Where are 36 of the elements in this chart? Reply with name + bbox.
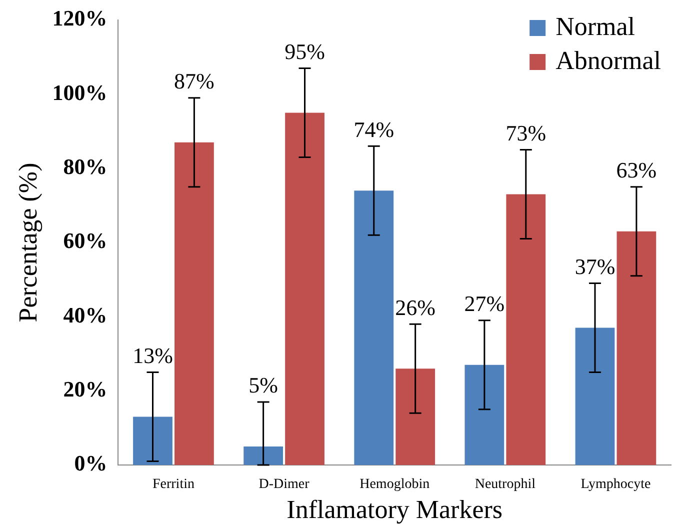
y-tick-label: 40% bbox=[63, 302, 108, 328]
bar bbox=[174, 142, 214, 465]
x-tick-label: Lymphocyte bbox=[580, 477, 651, 492]
y-tick-label: 120% bbox=[52, 6, 108, 31]
bar bbox=[506, 194, 546, 465]
y-tick-label: 0% bbox=[74, 450, 108, 476]
data-label: 37% bbox=[574, 254, 616, 280]
data-label: 13% bbox=[132, 343, 173, 368]
legend-label: Normal bbox=[556, 12, 635, 41]
y-tick-label: 20% bbox=[63, 376, 108, 402]
data-label: 95% bbox=[284, 38, 325, 64]
data-label: 74% bbox=[354, 116, 394, 142]
x-tick-label: Ferritin bbox=[152, 477, 194, 492]
y-tick-label: 100% bbox=[52, 80, 108, 105]
bar bbox=[133, 416, 172, 465]
y-tick-label: 80% bbox=[63, 154, 108, 180]
x-tick-label: Hemoglobin bbox=[360, 477, 430, 492]
data-label: 87% bbox=[174, 68, 214, 94]
bar bbox=[285, 112, 324, 465]
y-tick-label: 60% bbox=[63, 228, 108, 254]
data-label: 26% bbox=[395, 294, 436, 320]
bar bbox=[244, 446, 284, 465]
data-label: 5% bbox=[248, 372, 278, 398]
bar bbox=[396, 368, 436, 465]
data-label: 27% bbox=[464, 291, 505, 316]
bar bbox=[616, 231, 656, 465]
bar bbox=[575, 328, 615, 465]
x-tick-label: Neutrophil bbox=[474, 477, 536, 492]
legend-label: Abnormal bbox=[556, 46, 661, 75]
data-label: 73% bbox=[506, 120, 546, 146]
y-axis-title: Percentage (%) bbox=[13, 162, 42, 322]
bar bbox=[464, 364, 504, 465]
bar bbox=[354, 190, 394, 465]
data-label: 63% bbox=[616, 158, 657, 183]
x-tick-label: D-Dimer bbox=[258, 477, 310, 492]
x-axis-title: Inflamatory Markers bbox=[286, 495, 503, 524]
